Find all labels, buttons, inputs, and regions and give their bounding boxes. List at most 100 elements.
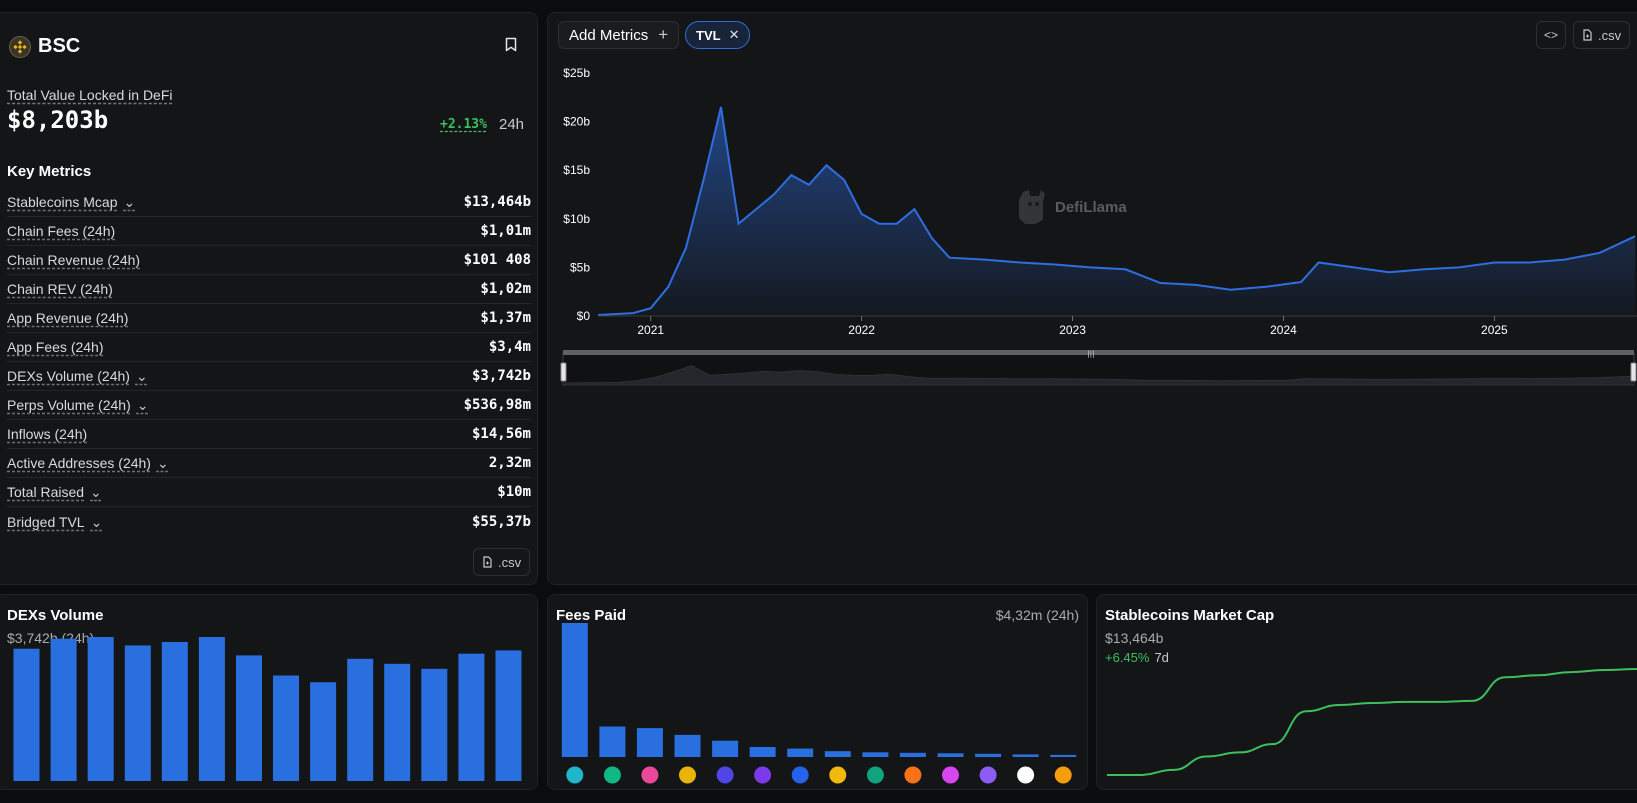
tvl-chart-panel: Add Metrics + TVL ✕ <> .csv $0 $5b $10b $15… — [547, 12, 1637, 585]
metric-label[interactable]: App Revenue (24h) — [7, 310, 129, 326]
metric-label[interactable]: DEXs Volume (24h) ⌄ — [7, 368, 148, 384]
metric-label[interactable]: Bridged TVL ⌄ — [7, 513, 103, 530]
bar — [1012, 754, 1039, 757]
metric-row[interactable]: DEXs Volume (24h) ⌄ $3,742b — [7, 362, 531, 391]
metric-value: $1,01m — [480, 223, 531, 239]
bar — [862, 752, 889, 757]
stablecoins-change-row: +6.45% 7d — [1105, 650, 1169, 665]
chevron-down-icon[interactable]: ⌄ — [136, 397, 149, 413]
metric-row[interactable]: Bridged TVL ⌄ $55,37b — [7, 507, 531, 536]
fees-paid-title: Fees Paid — [556, 607, 627, 624]
bar — [824, 751, 851, 757]
tvl-chart[interactable]: $0 $5b $10b $15b $20b $25b 2021 2022 2023 2024 202… — [548, 13, 1637, 433]
fees-paid-chart — [561, 623, 1077, 784]
chevron-down-icon[interactable]: ⌄ — [90, 484, 102, 500]
protocol-logo-icon[interactable] — [1054, 766, 1072, 784]
protocol-logo-icon[interactable] — [566, 766, 584, 784]
bar — [674, 734, 701, 757]
metric-label[interactable]: Inflows (24h) — [7, 426, 88, 442]
embed-code-button[interactable]: <> — [1536, 21, 1566, 49]
metric-label[interactable]: Chain Fees (24h) — [7, 223, 116, 239]
protocol-logo-icon[interactable] — [603, 766, 621, 784]
metric-row: Chain Revenue (24h) $101 408 — [7, 246, 531, 275]
chart-csv-button[interactable]: .csv — [1573, 21, 1631, 49]
protocol-logo-icon[interactable] — [829, 766, 847, 784]
bookmark-icon[interactable] — [505, 37, 517, 57]
protocol-logo-icon[interactable] — [1017, 766, 1035, 784]
fees-paid-subtitle: $4,32m (24h) — [995, 607, 1079, 623]
stablecoins-chart — [1107, 668, 1637, 776]
metrics-csv-button[interactable]: .csv — [473, 548, 531, 576]
y-tick-label: $25b — [563, 66, 590, 80]
zoom-slider-bar[interactable] — [563, 350, 1634, 355]
protocol-logo-icon[interactable] — [716, 766, 734, 784]
metric-label[interactable]: Active Addresses (24h) ⌄ — [7, 455, 169, 471]
zoom-handle-right[interactable] — [1630, 362, 1637, 382]
key-metrics-list: Stablecoins Mcap ⌄ $13,464b Chain Fees (24h… — [7, 188, 531, 536]
metric-label[interactable]: Chain REV (24h) — [7, 281, 113, 297]
metric-label[interactable]: Chain Revenue (24h) — [7, 252, 141, 268]
y-tick-label: $0 — [577, 309, 591, 323]
metric-row[interactable]: Stablecoins Mcap ⌄ $13,464b — [7, 188, 531, 217]
bar — [636, 728, 663, 757]
protocol-logo-icon[interactable] — [904, 766, 922, 784]
y-tick-label: $10b — [563, 212, 590, 226]
metric-value: $3,4m — [488, 339, 531, 355]
stablecoins-change-period: 7d — [1154, 650, 1169, 665]
tvl-change: +2.13% — [440, 117, 487, 132]
file-icon — [483, 556, 492, 568]
y-tick-label: $15b — [563, 163, 590, 177]
metric-row: Inflows (24h) $14,56m — [7, 420, 531, 449]
chain-name: BSC — [38, 35, 81, 57]
llama-logo-icon — [1019, 190, 1045, 224]
navigator-preview — [564, 365, 1633, 386]
metric-label[interactable]: Total Raised ⌄ — [7, 484, 102, 500]
protocol-logo-icon[interactable] — [791, 766, 809, 784]
metric-row[interactable]: Perps Volume (24h) ⌄ $536,98m — [7, 391, 531, 420]
x-tick-label: 2022 — [848, 323, 875, 337]
protocol-logo-icon[interactable] — [979, 766, 997, 784]
protocol-logo-icon[interactable] — [679, 766, 696, 784]
tvl-label: Total Value Locked in DeFi — [7, 87, 173, 103]
metric-label[interactable]: App Fees (24h) — [7, 339, 104, 355]
metric-value: $3,742b — [471, 368, 531, 384]
defillama-watermark: DefiLlama — [1015, 188, 1127, 226]
metric-label[interactable]: Stablecoins Mcap ⌄ — [7, 194, 136, 210]
metric-row: Chain Fees (24h) $1,01m — [7, 217, 531, 246]
chevron-down-icon[interactable]: ⌄ — [135, 368, 148, 384]
dex-volume-chart — [13, 637, 522, 781]
metric-value: $1,02m — [480, 281, 531, 297]
metric-value: $10m — [497, 484, 531, 500]
file-icon — [1583, 29, 1592, 41]
chevron-down-icon[interactable]: ⌄ — [123, 194, 136, 210]
bar — [599, 726, 626, 757]
add-metrics-button[interactable]: Add Metrics + — [558, 21, 680, 49]
protocol-logo-icon[interactable] — [754, 766, 772, 784]
bar — [1050, 754, 1077, 757]
close-icon[interactable]: ✕ — [728, 27, 740, 42]
metric-row[interactable]: Total Raised ⌄ $10m — [7, 478, 531, 507]
chevron-down-icon[interactable]: ⌄ — [90, 513, 103, 530]
protocol-logo-icon[interactable] — [942, 766, 959, 784]
bar — [161, 642, 188, 781]
bar — [236, 655, 262, 781]
y-tick-label: $5b — [570, 260, 590, 274]
tvl-metric-chip[interactable]: TVL ✕ — [685, 21, 751, 49]
chevron-down-icon[interactable]: ⌄ — [156, 455, 169, 471]
bar — [937, 753, 964, 757]
x-tick-label: 2023 — [1059, 323, 1086, 337]
zoom-grip-icon[interactable]: ||| — [1087, 350, 1094, 358]
dex-volume-title: DEXs Volume — [7, 607, 104, 624]
code-icon: <> — [1543, 28, 1558, 42]
bar — [421, 668, 448, 781]
bar — [561, 623, 588, 757]
y-tick-label: $20b — [563, 115, 590, 129]
x-tick-label: 2024 — [1270, 323, 1297, 337]
zoom-handle-left[interactable] — [560, 362, 567, 382]
bar — [384, 663, 411, 781]
metric-row[interactable]: Active Addresses (24h) ⌄ 2,32m — [7, 449, 531, 478]
protocol-logo-icon[interactable] — [641, 766, 659, 784]
protocol-logo-icon[interactable] — [866, 766, 884, 784]
metric-label[interactable]: Perps Volume (24h) ⌄ — [7, 397, 149, 413]
bar — [495, 650, 522, 781]
